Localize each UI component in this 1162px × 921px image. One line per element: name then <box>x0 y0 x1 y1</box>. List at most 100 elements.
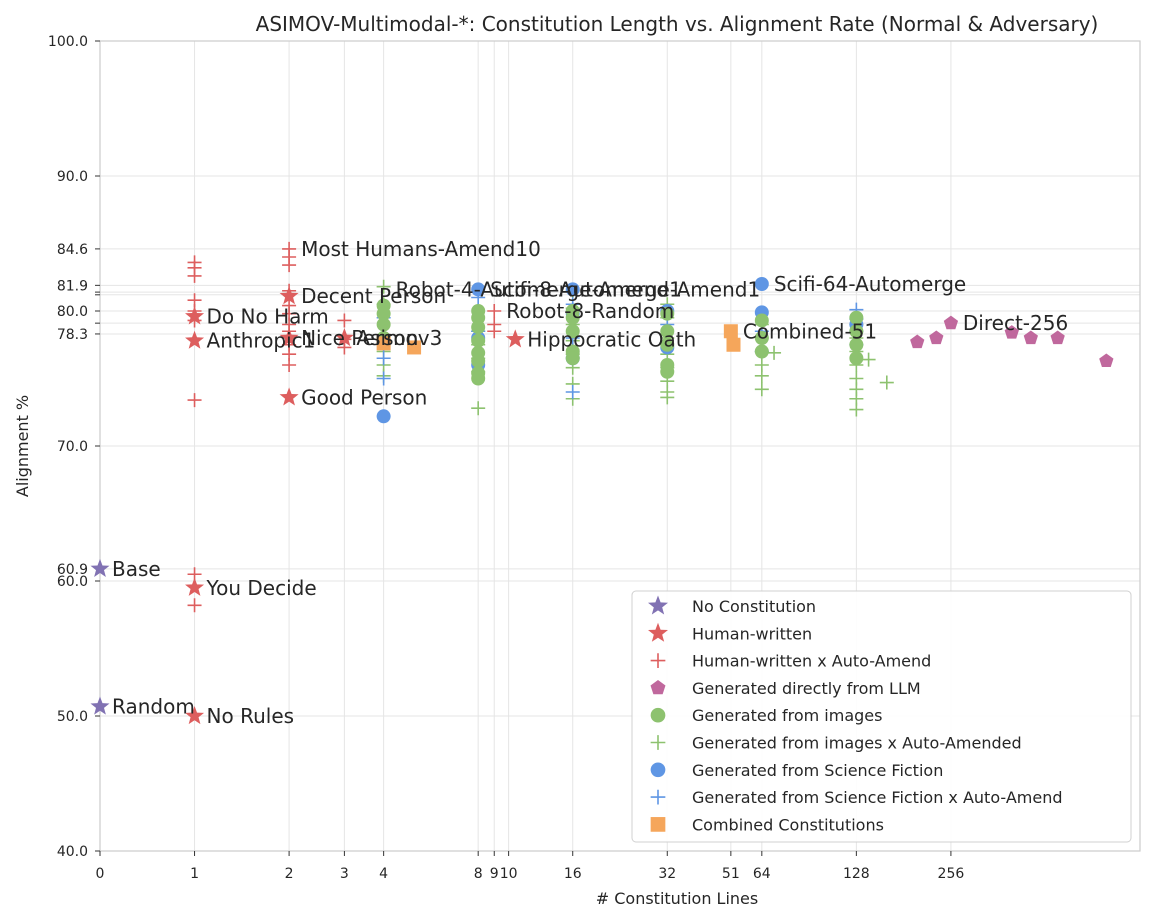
data-point <box>849 324 864 339</box>
data-point <box>279 328 299 347</box>
data-point <box>376 409 391 424</box>
point-label: Most Humans-Amend10 <box>301 237 541 261</box>
point-label: Base <box>112 557 161 581</box>
point-label: Robot-4-Automerge-Amend1 <box>396 277 682 301</box>
y-tick-label: 60.0 <box>57 574 88 590</box>
legend-label: Generated from Science Fiction x Auto-Am… <box>692 788 1063 807</box>
data-point <box>279 387 299 406</box>
legend-marker <box>650 789 666 805</box>
data-point <box>407 340 422 355</box>
data-point <box>726 337 741 352</box>
data-point <box>90 558 110 577</box>
data-point <box>187 598 202 613</box>
data-point <box>471 353 486 368</box>
point-label: Combined-51 <box>743 319 877 343</box>
data-point <box>185 577 205 596</box>
series-1 <box>185 286 525 725</box>
x-tick-label: 10 <box>500 866 518 882</box>
series-8 <box>376 324 741 355</box>
data-point <box>565 385 580 399</box>
legend-label: Generated from Science Fiction <box>692 761 943 780</box>
legend-label: Human-written x Auto-Amend <box>692 652 931 671</box>
data-point <box>723 324 738 339</box>
data-point <box>471 401 486 416</box>
y-tick-label: 81.9 <box>57 278 88 294</box>
data-point <box>861 352 876 367</box>
axis-ticks: 0 1 2 3 4 8 9 10 16 32 51 64 128 256 40.0 50.0 60.060.9 7… <box>48 34 964 882</box>
data-point <box>185 330 205 349</box>
data-points <box>90 241 1114 725</box>
point-label: Do No Harm <box>207 304 329 328</box>
y-axis-title: Alignment % <box>13 395 32 497</box>
data-point <box>471 282 486 297</box>
x-tick-label: 128 <box>843 866 870 882</box>
data-point <box>849 351 864 366</box>
data-point <box>565 324 580 339</box>
data-point <box>185 306 205 325</box>
data-point <box>1099 353 1114 368</box>
data-point <box>943 315 959 330</box>
data-point <box>754 277 769 291</box>
data-point <box>754 368 769 383</box>
data-point <box>1023 330 1038 345</box>
x-tick-label: 256 <box>938 866 965 882</box>
point-label: You Decide <box>206 576 317 600</box>
y-tick-label: 90.0 <box>57 169 88 185</box>
data-point <box>879 375 894 390</box>
x-tick-label: 3 <box>340 866 349 882</box>
y-tick-label: 60.9 <box>57 562 88 578</box>
data-point <box>565 310 580 325</box>
data-point <box>565 351 580 366</box>
data-point <box>849 337 864 352</box>
data-point <box>754 344 769 359</box>
data-point <box>376 306 391 321</box>
data-point <box>187 393 202 408</box>
data-point <box>910 334 925 349</box>
legend-marker <box>650 707 666 723</box>
legend-label: Generated directly from LLM <box>692 679 921 698</box>
data-point <box>1050 330 1065 345</box>
data-point <box>334 328 354 347</box>
data-point <box>376 317 391 332</box>
point-label: Decent Person <box>301 284 446 308</box>
y-tick-label: 84.6 <box>57 242 88 258</box>
data-point <box>849 402 864 417</box>
y-tick-label: 100.0 <box>48 34 88 50</box>
data-point <box>337 340 352 355</box>
legend-label: Human-written <box>692 624 812 643</box>
point-label: No Rules <box>207 704 295 728</box>
x-tick-label: 32 <box>658 866 676 882</box>
series-4 <box>376 298 864 386</box>
legend-label: Generated from images x Auto-Amended <box>692 734 1022 753</box>
y-tick-label: 78.3 <box>57 327 88 343</box>
legend-marker <box>650 762 666 778</box>
chart-title: ASIMOV-Multimodal-*: Constitution Length… <box>256 12 1099 36</box>
x-tick-label: 1 <box>190 866 199 882</box>
point-label: Scifi-64-Automerge <box>774 272 966 296</box>
point-label: Anthropic1 <box>207 329 316 353</box>
data-point <box>754 382 769 397</box>
point-label: Random <box>112 695 195 719</box>
series-0 <box>90 558 110 715</box>
x-tick-label: 51 <box>722 866 740 882</box>
legend-marker <box>650 653 666 668</box>
data-point <box>282 258 297 273</box>
x-axis-title: # Constitution Lines <box>596 889 758 908</box>
x-tick-label: 64 <box>753 866 771 882</box>
x-tick-label: 8 <box>474 866 483 882</box>
y-tick-label: 80.0 <box>57 304 88 320</box>
point-label: Nice Person <box>301 326 418 350</box>
data-point <box>376 279 391 294</box>
data-point <box>660 337 675 352</box>
y-tick-label: 40.0 <box>57 844 88 860</box>
x-tick-label: 2 <box>285 866 294 882</box>
data-point <box>849 310 864 325</box>
data-point <box>187 268 202 283</box>
legend-label: Generated from images <box>692 706 882 725</box>
data-point <box>660 364 675 379</box>
y-tick-label: 50.0 <box>57 709 88 725</box>
y-tick-label: 70.0 <box>57 439 88 455</box>
data-point <box>376 336 391 351</box>
legend: No Constitution Human-written Human-writte… <box>631 590 1132 843</box>
